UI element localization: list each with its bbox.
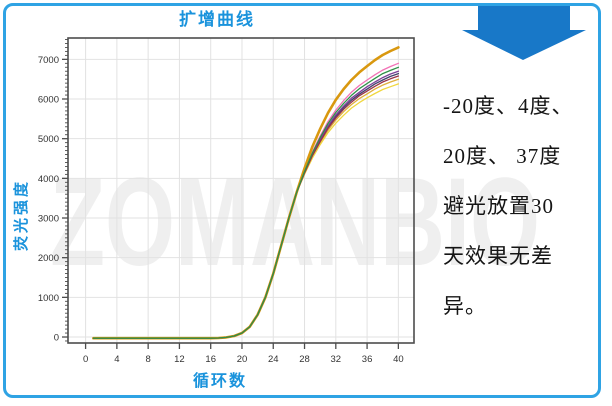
x-tick-label: 36: [362, 354, 373, 365]
y-tick-label: 7000: [38, 55, 59, 66]
series-navy: [92, 72, 400, 339]
y-axis-title: 荧光强度: [13, 179, 30, 252]
annotation-line: 避光放置30: [443, 194, 554, 218]
annotation-line: 20度、 37度: [443, 144, 562, 168]
series-purple: [92, 70, 400, 339]
y-tick-label: 0: [54, 333, 59, 344]
annotation-line: 天效果无差: [443, 244, 553, 268]
y-tick-label: 2000: [38, 253, 59, 264]
x-tick-label: 8: [145, 354, 150, 365]
series-khaki: [92, 78, 400, 339]
series-green: [92, 66, 400, 339]
x-tick-label: 12: [174, 354, 185, 365]
y-tick-label: 6000: [38, 95, 59, 106]
annotation-line: 异。: [443, 294, 487, 318]
annotation-line: -20度、4度、: [443, 94, 574, 118]
x-tick-label: 16: [205, 354, 216, 365]
x-tick-label: 24: [268, 354, 279, 365]
x-tick-label: 32: [331, 354, 342, 365]
annotation-text: -20度、4度、 20度、 37度 避光放置30 天效果无差 异。: [443, 81, 599, 331]
annotation-panel: -20度、4度、 20度、 37度 避光放置30 天效果无差 异。: [430, 0, 600, 400]
series-maroon: [92, 75, 400, 339]
amplification-plot: 0 4 8 12 16 20 24 28 32 36 40 0 1000 2000 3000 4000 5000…: [38, 37, 415, 365]
x-tick-label: 20: [237, 354, 248, 365]
y-tick-label: 3000: [38, 214, 59, 225]
down-arrow-icon: [462, 3, 586, 60]
y-tick-label: 4000: [38, 174, 59, 185]
x-tick-label: 28: [299, 354, 310, 365]
series-yellow: [92, 83, 400, 339]
x-tick-label: 40: [393, 354, 404, 365]
x-tick-label: 0: [83, 354, 88, 365]
y-tick-label: 5000: [38, 134, 59, 145]
x-tick-label: 4: [114, 354, 119, 365]
x-axis-title: 循环数: [192, 373, 247, 390]
chart-title: 扩增曲线: [179, 10, 255, 29]
amplification-chart: 扩增曲线 0 4 8 12 16 20 24 28 32 36 40 0 1000 2000 3000 400…: [13, 10, 415, 390]
y-tick-label: 1000: [38, 293, 59, 304]
watermark-text: ZOMANBIO: [50, 153, 540, 292]
